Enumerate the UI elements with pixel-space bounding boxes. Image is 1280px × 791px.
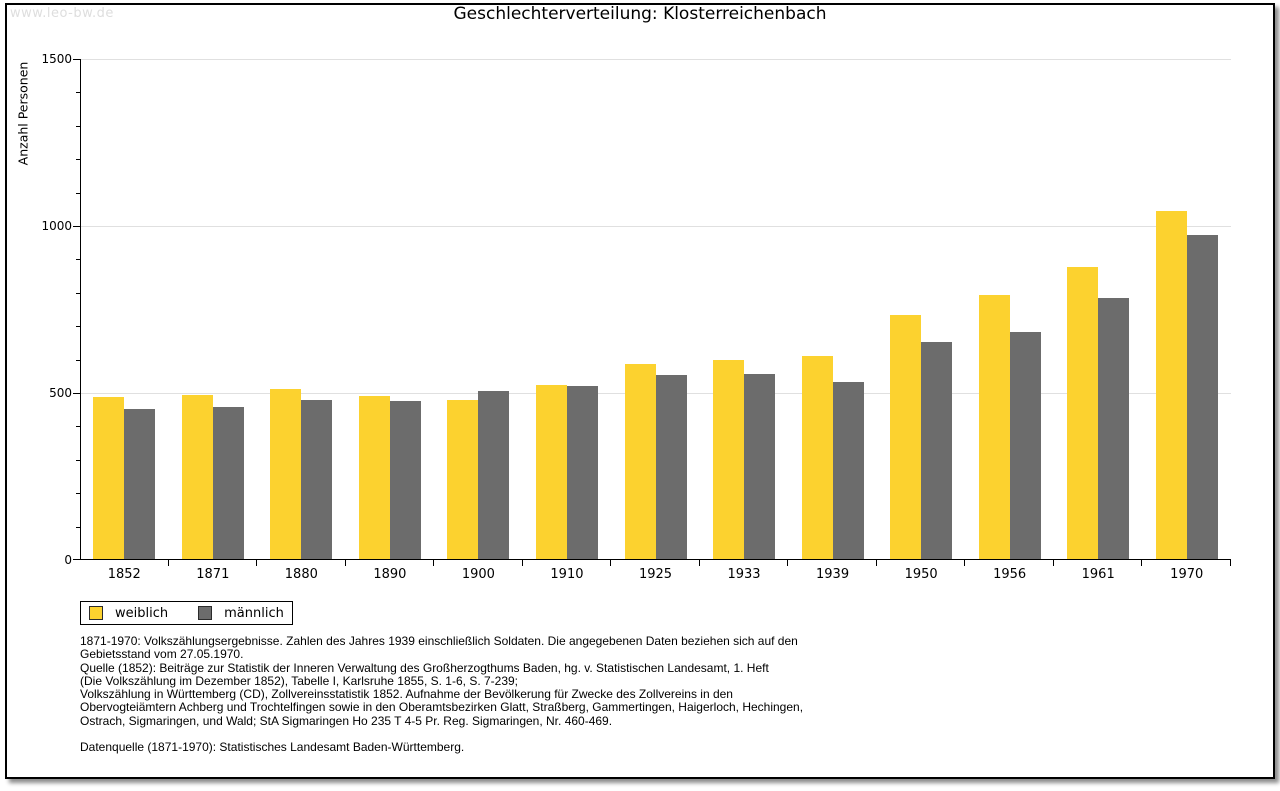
x-tick-label-1933: 1933 bbox=[727, 567, 761, 582]
x-boundary-tick-3 bbox=[344, 560, 346, 566]
footnote-line-3: Quelle (1852): Beiträge zur Statistik de… bbox=[80, 660, 769, 675]
x-boundary-tick-7 bbox=[698, 560, 700, 566]
legend-item-weiblich: weiblich bbox=[89, 606, 168, 621]
bar-weiblich-1925 bbox=[624, 363, 656, 560]
x-boundary-tick-10 bbox=[964, 560, 966, 566]
bar-männlich-1880 bbox=[301, 399, 333, 560]
legend-label-weiblich: weiblich bbox=[115, 605, 169, 621]
x-tick-label-1890: 1890 bbox=[373, 567, 407, 582]
chart-title: Geschlechterverteilung: Klosterreichenba… bbox=[453, 4, 827, 24]
x-boundary-tick-12 bbox=[1141, 560, 1143, 566]
bar-chart-plot-area: 1852 1871 1880 1890 1900 1910 1925 1933 1939 1950… bbox=[41, 52, 1231, 582]
footnote-line-9: Datenquelle (1871-1970): Statistisches L… bbox=[80, 740, 465, 755]
legend-item-maennlich: männlich bbox=[198, 606, 284, 621]
y-minor-tick-200 bbox=[76, 493, 80, 495]
bar-männlich-1961 bbox=[1098, 297, 1130, 560]
bar-weiblich-1890 bbox=[358, 396, 390, 560]
y-minor-tick-800 bbox=[76, 292, 80, 294]
bar-männlich-1871 bbox=[212, 407, 244, 560]
bar-weiblich-1852 bbox=[93, 396, 125, 560]
source-footnotes: 1871-1970: Volkszählungsergebnisse. Zahl… bbox=[80, 634, 910, 755]
y-major-tick-0 bbox=[73, 559, 80, 560]
legend-box: weiblich männlich bbox=[80, 601, 293, 625]
x-tick-label-1880: 1880 bbox=[284, 567, 318, 582]
y-major-tick-1000 bbox=[73, 226, 80, 227]
bar-männlich-1956 bbox=[1009, 331, 1041, 560]
bar-weiblich-1880 bbox=[270, 389, 302, 560]
bar-weiblich-1910 bbox=[535, 385, 567, 560]
x-tick-label-1871: 1871 bbox=[196, 567, 230, 582]
legend-label-maennlich: männlich bbox=[224, 605, 284, 621]
y-minor-tick-300 bbox=[76, 459, 80, 461]
bar-männlich-1925 bbox=[655, 374, 687, 560]
x-tick-label-1950: 1950 bbox=[904, 567, 938, 582]
y-minor-tick-700 bbox=[76, 326, 80, 328]
legend-swatch-weiblich bbox=[89, 606, 103, 620]
bar-männlich-1939 bbox=[832, 382, 864, 560]
gridline-1000 bbox=[80, 226, 1231, 227]
bar-weiblich-1933 bbox=[713, 360, 745, 560]
x-boundary-tick-9 bbox=[875, 560, 877, 566]
y-axis-line bbox=[80, 59, 81, 560]
footnote-spacer bbox=[80, 728, 910, 741]
y-minor-tick-1300 bbox=[76, 125, 80, 127]
watermark-text: www.leo-bw.de bbox=[10, 6, 114, 21]
y-minor-tick-900 bbox=[76, 259, 80, 261]
x-boundary-tick-13 bbox=[1230, 560, 1231, 566]
bar-weiblich-1956 bbox=[978, 295, 1010, 560]
bar-weiblich-1961 bbox=[1067, 267, 1099, 560]
x-axis-line bbox=[80, 559, 1231, 560]
bar-männlich-1852 bbox=[124, 408, 156, 560]
y-tick-label-1500: 1500 bbox=[41, 52, 72, 66]
x-tick-label-1956: 1956 bbox=[993, 567, 1027, 582]
x-boundary-tick-11 bbox=[1052, 560, 1054, 566]
footnote-line-4: (Die Volkszählung im Dezember 1852), Tab… bbox=[80, 673, 519, 688]
x-tick-label-1970: 1970 bbox=[1170, 567, 1204, 582]
legend-swatch-maennlich bbox=[198, 606, 213, 620]
bar-männlich-1950 bbox=[921, 342, 953, 560]
footnote-line-5: Volkszählung in Württemberg (CD), Zollve… bbox=[80, 687, 733, 702]
bar-männlich-1900 bbox=[478, 391, 510, 560]
y-minor-tick-1100 bbox=[76, 192, 80, 194]
x-boundary-tick-5 bbox=[521, 560, 523, 566]
y-minor-tick-1400 bbox=[76, 92, 80, 94]
footnote-line-6: Obervogteiämtern Achberg und Trochtelfin… bbox=[80, 700, 804, 715]
y-minor-tick-600 bbox=[76, 359, 80, 361]
footnote-line-2: Gebietsstand vom 27.05.1970. bbox=[80, 647, 244, 662]
x-boundary-tick-6 bbox=[610, 560, 612, 566]
bar-männlich-1910 bbox=[566, 385, 598, 560]
y-minor-tick-1200 bbox=[76, 159, 80, 161]
y-minor-tick-400 bbox=[76, 426, 80, 428]
x-tick-label-1900: 1900 bbox=[461, 567, 495, 582]
bar-weiblich-1939 bbox=[801, 355, 833, 560]
x-boundary-tick-8 bbox=[787, 560, 789, 566]
footnote-line-1: 1871-1970: Volkszählungsergebnisse. Zahl… bbox=[80, 634, 798, 648]
y-major-tick-1500 bbox=[73, 59, 80, 60]
bar-weiblich-1900 bbox=[447, 399, 479, 560]
x-tick-label-1939: 1939 bbox=[816, 567, 850, 582]
x-boundary-tick-4 bbox=[433, 560, 435, 566]
x-tick-label-1925: 1925 bbox=[638, 567, 673, 582]
y-tick-label-0: 0 bbox=[64, 553, 72, 567]
x-tick-label-1852: 1852 bbox=[107, 567, 141, 582]
bar-männlich-1890 bbox=[389, 400, 421, 560]
y-tick-label-1000: 1000 bbox=[41, 219, 72, 233]
footnote-line-7: Ostrach, Sigmaringen, und Wald; StA Sigm… bbox=[80, 713, 613, 728]
bar-weiblich-1871 bbox=[181, 395, 213, 560]
bar-männlich-1970 bbox=[1186, 235, 1218, 560]
gridline-1500 bbox=[80, 59, 1231, 60]
x-tick-label-1910: 1910 bbox=[550, 567, 584, 582]
bar-weiblich-1970 bbox=[1155, 210, 1187, 560]
x-boundary-tick-1 bbox=[167, 560, 169, 566]
bar-weiblich-1950 bbox=[890, 315, 922, 560]
y-tick-label-500: 500 bbox=[49, 386, 72, 400]
x-tick-label-1961: 1961 bbox=[1081, 567, 1115, 582]
x-boundary-tick-2 bbox=[256, 560, 258, 566]
y-axis-label: Anzahl Personen bbox=[15, 61, 31, 166]
y-major-tick-500 bbox=[73, 393, 80, 394]
bar-männlich-1933 bbox=[744, 374, 776, 560]
y-minor-tick-100 bbox=[76, 526, 80, 528]
